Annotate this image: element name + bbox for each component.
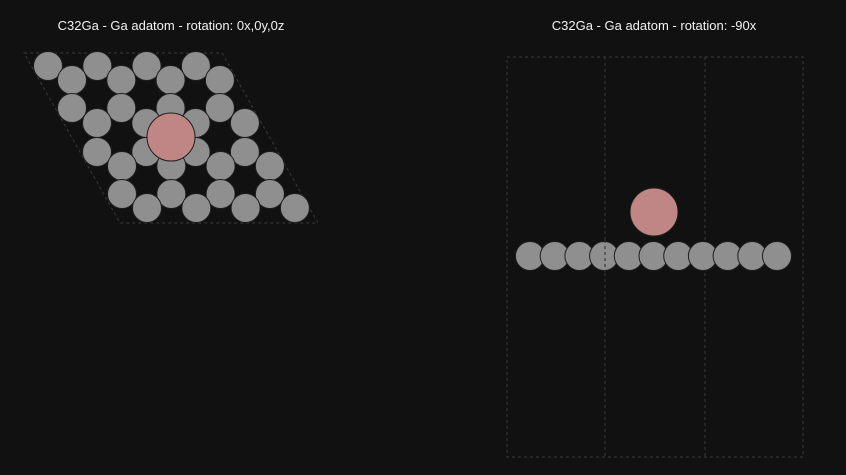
carbon-atom [254,179,285,209]
carbon-atom [229,137,260,167]
carbon-atom [254,151,285,181]
carbon-atom [205,179,236,209]
carbon-atom [82,137,112,167]
carbon-atom [155,65,186,95]
carbon-atom [132,193,162,223]
carbon-atom [57,65,87,95]
carbon-atom [230,193,261,223]
carbon-atom [205,151,236,181]
carbon-atom [107,151,137,181]
carbon-atom [204,93,235,123]
carbon-atom [82,51,113,81]
carbon-atom [762,241,792,271]
carbon-atom [156,179,187,209]
carbon-atom [106,93,137,123]
carbon-atom [181,193,212,223]
unit-cell-outline [23,52,319,224]
carbon-atom [180,51,211,81]
top-view-panel [23,51,319,224]
right-panel-title: C32Ga - Ga adatom - rotation: -90x [551,18,757,33]
carbon-atom [229,108,260,138]
left-panel-title: C32Ga - Ga adatom - rotation: 0x,0y,0z [57,18,285,33]
carbon-atom [33,51,63,81]
carbon-atom [131,51,162,81]
carbon-atom [57,93,87,123]
side-view-panel [506,56,804,458]
carbon-atom [204,65,235,95]
gallium-adatom [146,112,196,162]
carbon-atom [107,179,137,209]
gallium-adatom [629,187,679,237]
carbon-atom [106,65,137,95]
carbon-atom [82,108,112,138]
carbon-atom [279,193,310,223]
